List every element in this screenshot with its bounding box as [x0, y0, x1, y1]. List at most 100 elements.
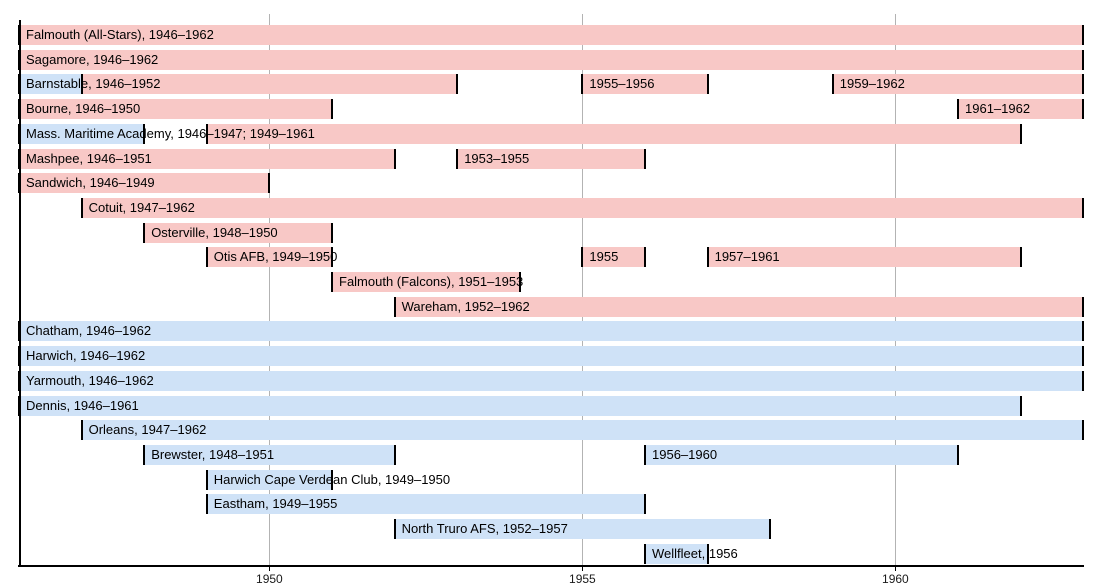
team-label: Falmouth (All-Stars), 1946–1962 — [26, 27, 214, 42]
team-label: Brewster, 1948–1951 — [151, 446, 275, 462]
team-label: Falmouth (Falcons), 1951–1953 — [339, 274, 524, 289]
segment-end-line — [393, 519, 396, 539]
segment-end-line — [18, 74, 20, 95]
segment-end-line — [205, 494, 208, 515]
segment-end-line — [331, 222, 333, 243]
segment-end-line — [456, 148, 459, 169]
team-bar-segment — [206, 123, 1021, 144]
segment-end-line — [205, 469, 208, 490]
segment-end-line — [1019, 123, 1022, 144]
team-bar-segment — [582, 247, 645, 268]
segment-end-line — [331, 469, 333, 490]
x-axis-tick-label: 1960 — [882, 572, 909, 586]
segment-end-line — [393, 444, 396, 465]
team-bar-segment — [19, 346, 1084, 367]
team-label: Barnstable, 1946–1952 — [26, 76, 161, 92]
segment-end-line — [644, 148, 646, 169]
segment-end-line — [18, 370, 20, 391]
segment-year-label: 1955 — [589, 249, 619, 265]
segment-end-line — [268, 173, 271, 194]
team-bar-segment — [582, 74, 708, 95]
segment-end-line — [18, 321, 20, 342]
team-bar-segment — [332, 272, 520, 292]
team-bar-segment — [81, 420, 1084, 441]
segment-end-line — [957, 444, 959, 465]
year-gridline — [895, 14, 897, 565]
year-gridline — [269, 14, 271, 565]
plot-left-frame-line — [19, 20, 21, 565]
team-bar-segment — [144, 222, 332, 243]
x-axis-line — [18, 565, 1085, 567]
team-bar-segment — [958, 99, 1084, 120]
segment-end-line — [393, 296, 396, 317]
segment-end-line — [80, 74, 83, 95]
segment-end-line — [1082, 296, 1085, 317]
segment-end-line — [831, 74, 834, 95]
team-bar-segment — [81, 74, 458, 95]
segment-end-line — [518, 272, 521, 292]
team-bar-segment — [19, 148, 395, 169]
segment-year-label: 1955–1956 — [589, 76, 655, 92]
team-label: Eastham, 1949–1955 — [213, 496, 338, 512]
segment-end-line — [769, 519, 772, 539]
team-bar-segment — [645, 543, 708, 564]
segment-end-line — [1082, 197, 1085, 218]
team-label: Orleans, 1947–1962 — [88, 422, 207, 438]
x-axis-tick-label: 1955 — [569, 572, 596, 586]
team-label: Sagamore, 1946–1962 — [26, 51, 159, 67]
segment-end-line — [706, 543, 709, 564]
team-label: Cotuit, 1947–1962 — [88, 199, 195, 215]
team-bar-segment — [832, 74, 1084, 95]
team-bar-segment — [206, 494, 645, 515]
segment-year-label: 1959–1962 — [839, 76, 905, 92]
team-label: Harwich, 1946–1962 — [26, 348, 146, 364]
segment-end-line — [456, 74, 459, 95]
team-bar-segment — [19, 321, 1084, 342]
team-label: Yarmouth, 1946–1962 — [26, 372, 154, 388]
team-label: Mass. Maritime Academy, 1946–1947; 1949–… — [26, 125, 315, 141]
segment-end-line — [80, 420, 83, 441]
team-label: North Truro AFS, 1952–1957 — [401, 521, 568, 536]
segment-end-line — [143, 444, 146, 465]
segment-end-line — [1082, 49, 1085, 70]
x-axis-tick — [582, 565, 584, 571]
segment-end-line — [644, 247, 646, 268]
segment-end-line — [18, 99, 20, 120]
segment-end-line — [706, 74, 709, 95]
team-label: Otis AFB, 1949–1950 — [213, 249, 338, 265]
team-bar-segment — [19, 173, 270, 194]
segment-end-line — [143, 222, 146, 243]
year-gridline — [582, 14, 584, 565]
segment-end-line — [393, 148, 396, 169]
team-label: Bourne, 1946–1950 — [26, 101, 141, 117]
team-bar-segment — [19, 49, 1084, 70]
segment-end-line — [18, 395, 20, 416]
team-label: Dennis, 1946–1961 — [26, 397, 139, 413]
segment-year-label: 1961–1962 — [965, 101, 1031, 117]
team-label: Chatham, 1946–1962 — [26, 323, 152, 339]
segment-end-line — [1019, 247, 1022, 268]
segment-end-line — [1082, 99, 1085, 120]
segment-end-line — [143, 123, 146, 144]
segment-end-line — [205, 123, 208, 144]
team-bar-segment — [457, 148, 645, 169]
team-bar-segment — [19, 370, 1084, 391]
x-axis-tick — [895, 565, 897, 571]
segment-year-label: 1953–1955 — [464, 150, 530, 166]
segment-end-line — [18, 49, 20, 70]
segment-end-line — [18, 123, 20, 144]
segment-end-line — [1082, 370, 1085, 391]
team-bar-segment — [144, 444, 395, 465]
team-bar-segment — [707, 247, 1021, 268]
team-bar-segment — [81, 197, 1084, 218]
team-bar-segment — [206, 247, 332, 268]
team-bar-segment — [19, 99, 332, 120]
team-bar-segment — [19, 25, 1084, 45]
segment-end-line — [205, 247, 208, 268]
segment-end-line — [1082, 25, 1085, 45]
x-axis-tick-label: 1950 — [256, 572, 283, 586]
segment-end-line — [331, 99, 333, 120]
segment-end-line — [1082, 420, 1085, 441]
team-label: Wellfleet, 1956 — [652, 545, 738, 561]
